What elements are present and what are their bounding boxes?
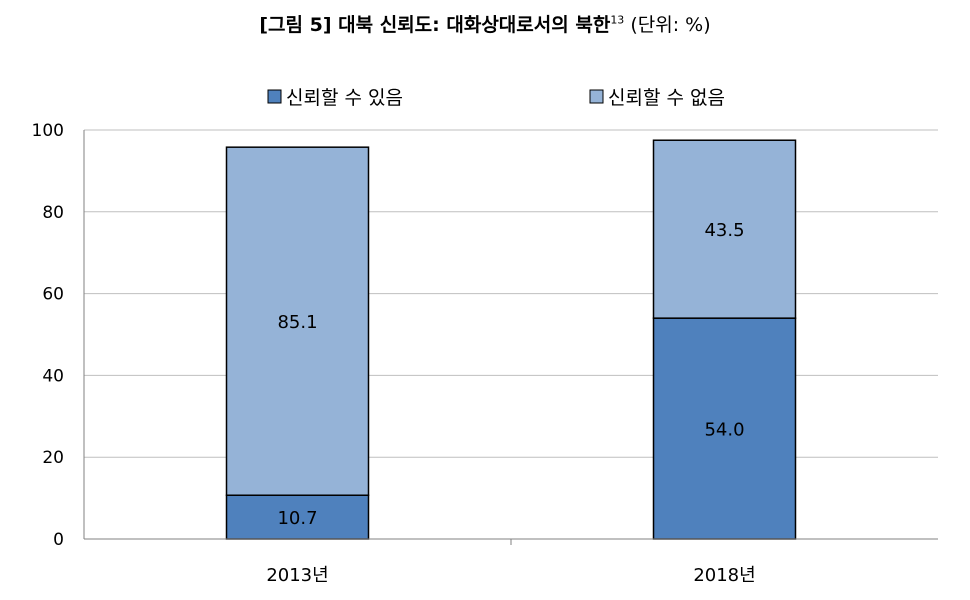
chart-title-main: [그림 5] 대북 신뢰도: 대화상대로서의 북한	[259, 14, 611, 36]
y-tick-label: 20	[42, 448, 64, 468]
legend-swatch	[267, 89, 282, 104]
data-label: 85.1	[277, 312, 317, 333]
y-tick-label: 40	[42, 366, 64, 386]
y-tick-label: 60	[42, 285, 64, 305]
x-tick-label: 2018년	[693, 565, 755, 586]
bar-segment	[652, 317, 797, 540]
chart-title: [그림 5] 대북 신뢰도: 대화상대로서의 북한13 (단위: %)	[0, 10, 970, 37]
x-tick-label: 2013년	[266, 565, 328, 586]
legend: 신뢰할 수 있음 신뢰할 수 없음	[267, 87, 725, 109]
legend-label: 신뢰할 수 없음	[608, 87, 725, 109]
bars: 10.7 85.1 54.0 43.5	[225, 139, 797, 540]
bar-segment	[225, 494, 370, 540]
bar-segment	[652, 139, 797, 319]
y-tick-label: 0	[53, 530, 64, 550]
data-label: 43.5	[704, 220, 744, 241]
data-label: 10.7	[277, 508, 317, 529]
data-label: 54.0	[704, 420, 744, 441]
y-tick-label: 100	[32, 121, 64, 141]
bar-segment	[225, 146, 370, 496]
gridlines	[84, 129, 938, 458]
y-tick-label: 80	[42, 203, 64, 223]
x-axis: 2013년 2018년	[84, 538, 938, 586]
y-axis: 0 20 40 60 80 100	[32, 121, 85, 550]
chart-title-footnote: 13	[610, 13, 625, 27]
chart-title-unit: (단위: %)	[630, 14, 711, 36]
legend-swatch	[589, 89, 604, 104]
legend-label: 신뢰할 수 있음	[286, 87, 403, 109]
